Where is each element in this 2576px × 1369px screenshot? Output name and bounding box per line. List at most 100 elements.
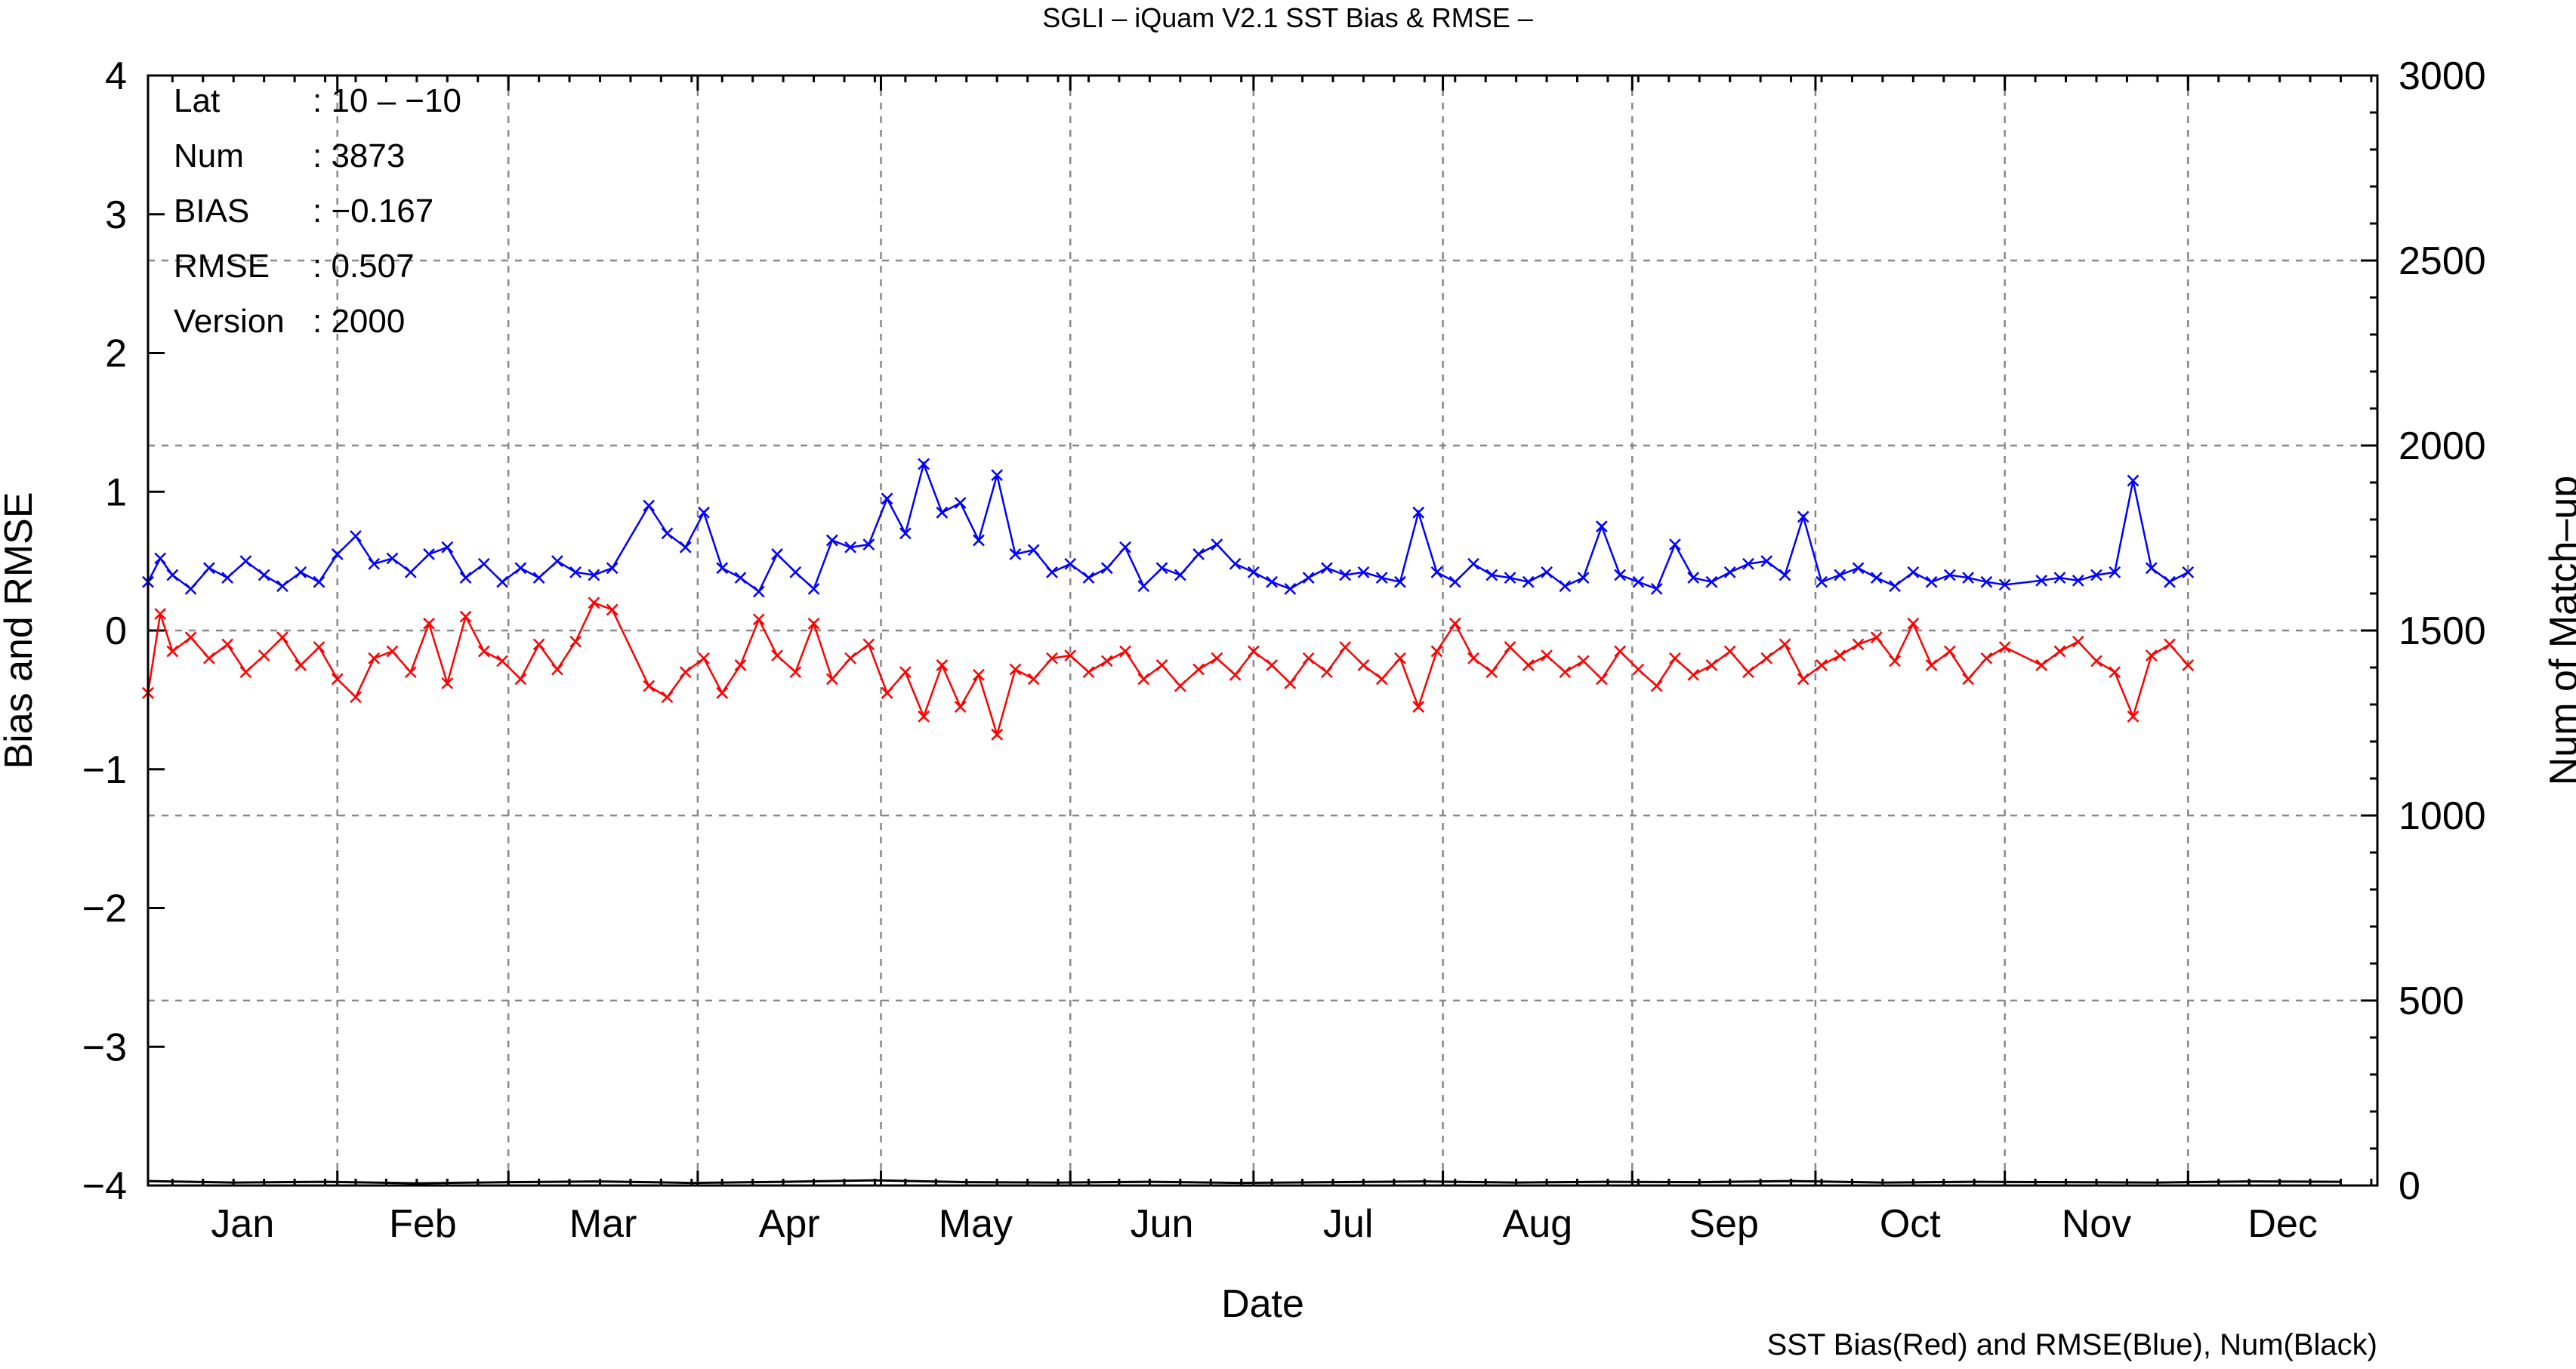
- x-tick-label: Aug: [1503, 1202, 1573, 1246]
- data-point-rmse: [1870, 572, 1883, 584]
- info-key: Lat: [174, 82, 220, 119]
- data-point-rmse: [1321, 562, 1333, 575]
- data-point-rmse: [166, 569, 179, 581]
- data-point-bias: [2035, 659, 2048, 671]
- x-tick-label: Oct: [1880, 1202, 1941, 1246]
- data-point-bias: [1650, 680, 1663, 692]
- data-point-rmse: [973, 534, 985, 547]
- data-point-bias: [1760, 652, 1773, 664]
- data-point-rmse: [1137, 580, 1150, 593]
- data-point-bias: [1247, 645, 1260, 658]
- data-point-rmse: [1650, 582, 1663, 595]
- data-point-bias: [1504, 641, 1516, 653]
- tick-labels: Jan Feb Mar Apr May Jun Jul Aug Sep Oct Nov Dec −4 −3…: [82, 54, 2486, 1246]
- data-point-rmse: [313, 575, 325, 588]
- data-point-bias: [991, 728, 1004, 741]
- data-point-rmse: [1925, 575, 1938, 588]
- info-value: : 3873: [313, 137, 405, 174]
- data-point-bias: [807, 617, 820, 630]
- data-point-bias: [1614, 645, 1627, 658]
- x-tick-label: Jul: [1323, 1202, 1373, 1246]
- y2-tick-label: 3000: [2399, 54, 2486, 98]
- data-point-rmse: [1595, 520, 1608, 533]
- data-point-bias: [2090, 655, 2102, 668]
- y-tick-label: 1: [105, 470, 127, 514]
- data-point-bias: [477, 645, 490, 658]
- data-point-bias: [1870, 631, 1883, 644]
- data-point-rmse: [258, 569, 270, 581]
- data-point-rmse: [899, 527, 912, 540]
- data-point-rmse: [1907, 566, 1920, 578]
- data-point-bias: [881, 686, 893, 699]
- data-point-bias: [569, 635, 582, 648]
- info-key: Num: [174, 137, 244, 174]
- data-point-rmse: [679, 541, 692, 553]
- data-point-bias: [1998, 641, 2011, 653]
- data-point-bias: [514, 673, 527, 686]
- data-point-bias: [166, 645, 179, 658]
- y-tick-label: 2: [105, 332, 127, 376]
- data-point-rmse: [954, 497, 967, 509]
- data-point-rmse: [1467, 557, 1479, 570]
- data-point-rmse: [1998, 578, 2011, 591]
- data-point-rmse: [514, 562, 527, 575]
- info-value: : −0.167: [313, 193, 433, 230]
- data-point-rmse: [154, 552, 167, 565]
- data-point-bias: [679, 666, 692, 679]
- data-point-bias: [2127, 711, 2139, 723]
- data-point-bias: [1925, 659, 1938, 671]
- data-point-bias: [1834, 649, 1846, 661]
- data-point-rmse: [1100, 562, 1113, 575]
- data-point-bias: [2072, 635, 2084, 648]
- data-point-rmse: [734, 572, 747, 584]
- data-point-bias: [1082, 666, 1095, 679]
- data-point-rmse: [1430, 566, 1443, 578]
- data-point-rmse: [2127, 474, 2139, 487]
- data-point-bias: [532, 638, 545, 651]
- data-point-rmse: [1834, 569, 1846, 581]
- data-point-rmse: [202, 562, 215, 575]
- series-num: [147, 1179, 2341, 1185]
- data-point-rmse: [496, 575, 508, 588]
- data-point-rmse: [2053, 572, 2066, 584]
- y2-tick-label: 2500: [2399, 239, 2486, 283]
- data-point-rmse: [1723, 566, 1736, 578]
- data-point-bias: [1522, 659, 1535, 671]
- data-point-rmse: [1266, 575, 1279, 588]
- data-point-bias: [1046, 652, 1058, 664]
- data-point-bias: [771, 649, 783, 661]
- data-point-rmse: [350, 530, 362, 542]
- data-point-rmse: [1247, 566, 1260, 578]
- data-point-rmse: [2109, 566, 2121, 578]
- data-point-bias: [1339, 641, 1352, 653]
- data-point-rmse: [2182, 566, 2195, 578]
- data-point-rmse: [551, 555, 563, 568]
- x-tick-label: Jun: [1131, 1202, 1194, 1246]
- data-point-bias: [1357, 659, 1370, 671]
- data-point-rmse: [331, 548, 344, 560]
- info-key: RMSE: [174, 248, 270, 285]
- data-point-bias: [1687, 668, 1700, 681]
- y2-tick-label: 500: [2399, 979, 2464, 1023]
- data-point-rmse: [1174, 569, 1186, 581]
- data-point-bias: [1907, 617, 1920, 630]
- data-point-bias: [1742, 666, 1754, 679]
- y-tick-label: 3: [105, 193, 127, 237]
- data-point-bias: [1797, 673, 1809, 686]
- data-point-rmse: [1962, 572, 1975, 584]
- data-point-rmse: [2072, 574, 2084, 587]
- data-point-rmse: [1339, 569, 1352, 581]
- data-point-rmse: [1504, 572, 1516, 584]
- data-point-rmse: [239, 555, 252, 568]
- series-line-bias: [147, 601, 2189, 738]
- data-point-bias: [954, 701, 967, 713]
- plot-frame: [147, 74, 2379, 1187]
- data-point-bias: [899, 666, 912, 679]
- data-point-bias: [2164, 638, 2176, 651]
- data-point-bias: [1559, 666, 1572, 679]
- data-point-rmse: [1155, 562, 1168, 575]
- data-point-bias: [350, 691, 362, 704]
- y-tick-label: −1: [82, 748, 127, 792]
- data-point-rmse: [1632, 575, 1645, 588]
